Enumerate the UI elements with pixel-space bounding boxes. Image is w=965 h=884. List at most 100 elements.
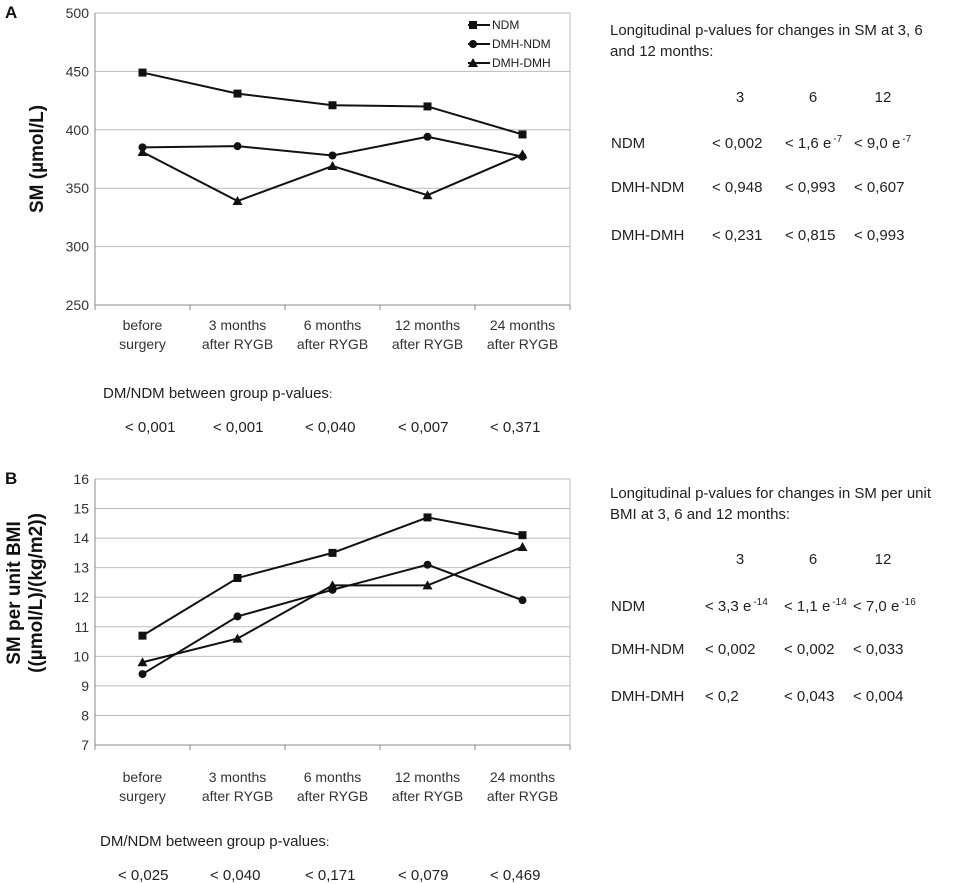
data-point-dmh-ndm bbox=[518, 596, 527, 605]
longitudinal-header: 6 bbox=[809, 551, 817, 568]
y-tick-label: 10 bbox=[73, 648, 89, 664]
longitudinal-p-value: < 0,815 bbox=[785, 227, 835, 244]
legend-marker bbox=[468, 58, 478, 67]
p-value-base: < 0,043 bbox=[784, 688, 834, 705]
data-point-dmh-dmh bbox=[232, 196, 243, 206]
data-point-dmh-dmh bbox=[137, 657, 148, 667]
longitudinal-p-value: < 3,3 e -14 bbox=[705, 597, 768, 615]
data-point-dmh-ndm bbox=[423, 132, 432, 141]
series-line-ndm bbox=[141, 516, 523, 637]
panel-letter: B bbox=[5, 469, 17, 488]
x-tick-label: 6 months after RYGB bbox=[297, 317, 368, 352]
data-point-dmh-dmh bbox=[137, 146, 148, 156]
data-point-ndm bbox=[423, 102, 432, 111]
y-tick-label: 250 bbox=[66, 297, 90, 313]
longitudinal-p-value: < 7,0 e -16 bbox=[853, 597, 916, 615]
panel-a: A 250 300 350 400 450 500 before surgery 3 months… bbox=[5, 3, 923, 436]
x-tick-label: 12 months after RYGB bbox=[392, 769, 463, 804]
between-group-p-value: < 0,001 bbox=[213, 419, 263, 436]
data-point-dmh-ndm bbox=[138, 670, 147, 679]
longitudinal-group: NDM bbox=[611, 598, 645, 615]
longitudinal-p-value: < 0,004 bbox=[853, 688, 903, 705]
data-point-dmh-ndm bbox=[328, 151, 337, 160]
longitudinal-title: Longitudinal p-values for changes in SM … bbox=[610, 485, 932, 502]
y-tick-label: 9 bbox=[81, 678, 89, 694]
p-value-base: < 0,948 bbox=[712, 179, 762, 196]
legend-label: NDM bbox=[492, 18, 519, 32]
data-point-ndm bbox=[233, 574, 242, 583]
between-group-title-suffix: : bbox=[326, 835, 329, 849]
data-point-dmh-ndm bbox=[233, 612, 242, 621]
y-tick-label: 15 bbox=[73, 501, 89, 517]
p-value-base: < 7,0 e bbox=[853, 598, 899, 615]
between-group-title-main: DM/NDM between group p-values bbox=[103, 385, 329, 402]
longitudinal-header: 3 bbox=[736, 89, 744, 106]
y-tick-label: 450 bbox=[66, 63, 90, 79]
y-tick-label: 14 bbox=[73, 530, 89, 546]
y-tick-label: 16 bbox=[73, 471, 89, 487]
x-tick-label: 6 months after RYGB bbox=[297, 769, 368, 804]
data-point-dmh-ndm bbox=[423, 560, 432, 569]
legend-marker bbox=[469, 40, 477, 48]
p-value-base: < 0,231 bbox=[712, 227, 762, 244]
x-tick-label-line: after RYGB bbox=[392, 336, 463, 352]
x-tick-label-line: after RYGB bbox=[297, 336, 368, 352]
data-point-ndm bbox=[423, 513, 432, 522]
longitudinal-p-value: < 0,033 bbox=[853, 641, 903, 658]
longitudinal-header: 6 bbox=[809, 89, 817, 106]
x-tick-label: 24 months after RYGB bbox=[487, 769, 558, 804]
p-value-base: < 9,0 e bbox=[854, 135, 900, 152]
p-value-exponent: -7 bbox=[902, 134, 911, 145]
p-value-base: < 0,2 bbox=[705, 688, 739, 705]
p-value-exponent: -16 bbox=[901, 597, 916, 608]
longitudinal-header: 12 bbox=[875, 551, 892, 568]
legend-label: DMH-NDM bbox=[492, 37, 551, 51]
x-tick-label-line: after RYGB bbox=[202, 788, 273, 804]
longitudinal-p-value: < 0,993 bbox=[854, 227, 904, 244]
p-value-base: < 0,004 bbox=[853, 688, 903, 705]
between-group-title-main: DM/NDM between group p-values bbox=[100, 833, 326, 850]
x-tick-label: before surgery bbox=[119, 769, 166, 804]
longitudinal-p-value: < 0,2 bbox=[705, 688, 739, 705]
y-tick-label: 12 bbox=[73, 589, 89, 605]
data-point-ndm bbox=[518, 531, 527, 540]
x-tick-label: before surgery bbox=[119, 317, 166, 352]
y-tick-label: 8 bbox=[81, 707, 89, 723]
x-tick-label-line: before bbox=[123, 317, 163, 333]
x-tick-label-line: 6 months bbox=[304, 317, 362, 333]
data-point-dmh-dmh bbox=[422, 580, 433, 590]
longitudinal-p-value: < 1,1 e -14 bbox=[784, 597, 847, 615]
between-group-p-value: < 0,025 bbox=[118, 867, 168, 884]
data-point-dmh-dmh bbox=[327, 580, 338, 590]
between-group-p-value: < 0,007 bbox=[398, 419, 448, 436]
legend-label: DMH-DMH bbox=[492, 56, 551, 70]
between-group-p-value: < 0,040 bbox=[305, 419, 355, 436]
panel-letter: A bbox=[5, 3, 17, 22]
longitudinal-p-value: < 0,043 bbox=[784, 688, 834, 705]
between-group-title: DM/NDM between group p-values: bbox=[100, 833, 329, 850]
y-tick-label: 500 bbox=[66, 5, 90, 21]
p-value-exponent: -14 bbox=[832, 597, 847, 608]
x-tick-label-line: surgery bbox=[119, 336, 166, 352]
longitudinal-p-value: < 1,6 e -7 bbox=[785, 134, 843, 152]
x-tick-label-line: 24 months bbox=[490, 769, 555, 785]
longitudinal-group: DMH-DMH bbox=[611, 688, 684, 705]
series-line-dmh-dmh bbox=[142, 546, 523, 664]
y-tick-label: 300 bbox=[66, 239, 90, 255]
longitudinal-title: and 12 months: bbox=[610, 43, 713, 60]
p-value-base: < 0,607 bbox=[854, 179, 904, 196]
data-point-ndm bbox=[138, 68, 147, 77]
longitudinal-title: BMI at 3, 6 and 12 months: bbox=[610, 506, 790, 523]
between-group-p-value: < 0,079 bbox=[398, 867, 448, 884]
p-value-base: < 0,993 bbox=[785, 179, 835, 196]
x-tick-label-line: after RYGB bbox=[487, 336, 558, 352]
data-point-dmh-dmh bbox=[517, 149, 528, 159]
longitudinal-group: DMH-DMH bbox=[611, 227, 684, 244]
between-group-title: DM/NDM between group p-values: bbox=[103, 385, 332, 402]
x-tick-label: 12 months after RYGB bbox=[392, 317, 463, 352]
legend-marker bbox=[469, 21, 477, 29]
p-value-base: < 0,815 bbox=[785, 227, 835, 244]
y-tick-label: 11 bbox=[74, 619, 89, 635]
data-point-dmh-ndm bbox=[233, 142, 242, 151]
